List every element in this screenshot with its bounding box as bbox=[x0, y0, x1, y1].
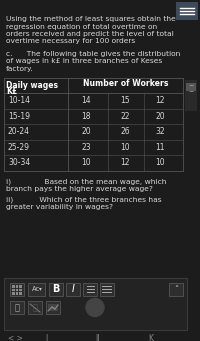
Text: 12: 12 bbox=[120, 158, 130, 167]
Text: K: K bbox=[148, 334, 153, 341]
Text: I: I bbox=[72, 284, 74, 295]
Text: greater variability in wages?: greater variability in wages? bbox=[6, 204, 113, 210]
Bar bbox=[83, 283, 97, 296]
Text: 23: 23 bbox=[81, 143, 91, 152]
Text: ii)           Which of the three branches has: ii) Which of the three branches has bbox=[6, 196, 162, 203]
Text: 18: 18 bbox=[81, 112, 91, 121]
Text: 20-24: 20-24 bbox=[8, 127, 30, 136]
Bar bbox=[16, 285, 18, 287]
Bar bbox=[19, 288, 22, 291]
Bar bbox=[46, 301, 60, 314]
Text: 20: 20 bbox=[155, 112, 165, 121]
Text: 10: 10 bbox=[155, 158, 165, 167]
Text: II: II bbox=[95, 334, 100, 341]
Text: 25-29: 25-29 bbox=[8, 143, 30, 152]
Bar bbox=[49, 283, 63, 296]
Text: ∧: ∧ bbox=[91, 302, 99, 312]
Bar bbox=[12, 285, 14, 287]
Text: c.      The following table gives the distribution: c. The following table gives the distrib… bbox=[6, 51, 180, 57]
Bar bbox=[19, 292, 22, 295]
Bar bbox=[16, 288, 18, 291]
Bar bbox=[4, 278, 187, 330]
Bar bbox=[169, 283, 183, 296]
Text: regression equation of total overtime on: regression equation of total overtime on bbox=[6, 24, 157, 30]
Text: 10: 10 bbox=[120, 143, 130, 152]
Text: I: I bbox=[45, 334, 47, 341]
Text: branch pays the higher average wage?: branch pays the higher average wage? bbox=[6, 186, 153, 192]
Text: 20: 20 bbox=[81, 127, 91, 136]
Bar bbox=[28, 301, 42, 314]
Text: < >: < > bbox=[8, 334, 23, 341]
Text: 22: 22 bbox=[120, 112, 130, 121]
Text: Number of Workers: Number of Workers bbox=[83, 79, 168, 88]
Text: 10: 10 bbox=[81, 158, 91, 167]
Text: 15-19: 15-19 bbox=[8, 112, 30, 121]
Bar bbox=[185, 79, 197, 110]
Text: 30-34: 30-34 bbox=[8, 158, 30, 167]
Bar bbox=[16, 292, 18, 295]
Bar bbox=[66, 283, 80, 296]
Text: 14: 14 bbox=[81, 96, 91, 105]
Text: ⛓: ⛓ bbox=[14, 303, 20, 312]
Text: 11: 11 bbox=[155, 143, 165, 152]
Text: K£: K£ bbox=[6, 87, 17, 95]
Text: orders received and predict the level of total: orders received and predict the level of… bbox=[6, 31, 174, 37]
Text: ˄: ˄ bbox=[174, 285, 178, 294]
Bar bbox=[12, 292, 14, 295]
Bar bbox=[48, 304, 58, 311]
Bar bbox=[100, 283, 114, 296]
Bar bbox=[10, 301, 24, 314]
Text: i)              Based on the mean wage, which: i) Based on the mean wage, which bbox=[6, 178, 166, 185]
Bar bbox=[176, 2, 198, 20]
Text: Using the method of least squares obtain the: Using the method of least squares obtain… bbox=[6, 16, 176, 22]
Bar bbox=[12, 288, 14, 291]
Text: 15: 15 bbox=[120, 96, 130, 105]
Circle shape bbox=[86, 298, 104, 316]
Text: 12: 12 bbox=[155, 96, 165, 105]
Text: overtime necessary for 100 orders: overtime necessary for 100 orders bbox=[6, 39, 135, 44]
Text: of wages in k£ in three branches of Keses: of wages in k£ in three branches of Kese… bbox=[6, 59, 162, 64]
Bar bbox=[10, 283, 24, 296]
Text: 26: 26 bbox=[120, 127, 130, 136]
Text: ⛓: ⛓ bbox=[32, 303, 38, 312]
Bar bbox=[186, 83, 196, 90]
Text: 10-14: 10-14 bbox=[8, 96, 30, 105]
Text: Aᴄ: Aᴄ bbox=[32, 286, 40, 292]
Bar bbox=[19, 285, 22, 287]
Text: Daily wages: Daily wages bbox=[6, 80, 58, 89]
Text: ▾: ▾ bbox=[39, 286, 41, 292]
Text: factory.: factory. bbox=[6, 66, 34, 72]
Text: −: − bbox=[188, 82, 194, 87]
Text: −: − bbox=[188, 88, 194, 93]
Text: B: B bbox=[52, 284, 60, 295]
Bar bbox=[28, 283, 45, 296]
Text: 32: 32 bbox=[155, 127, 165, 136]
